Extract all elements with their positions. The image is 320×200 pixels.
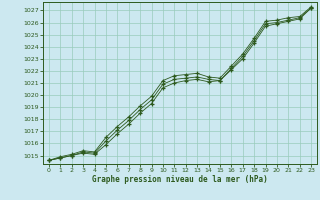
X-axis label: Graphe pression niveau de la mer (hPa): Graphe pression niveau de la mer (hPa) [92, 175, 268, 184]
